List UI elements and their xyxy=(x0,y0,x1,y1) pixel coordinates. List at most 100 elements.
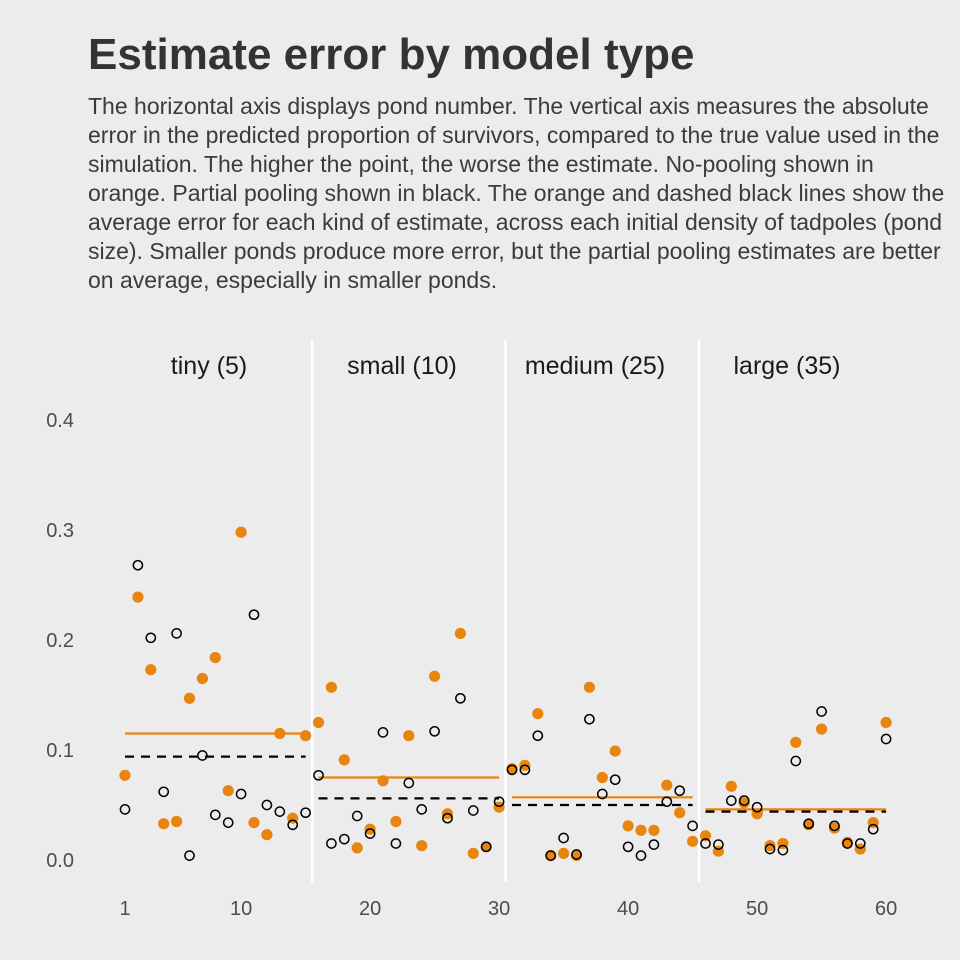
point-partial-pooling xyxy=(545,850,557,861)
point-partial-pooling xyxy=(364,828,376,839)
point-partial-pooling xyxy=(209,809,221,821)
point-no-pooling xyxy=(196,672,208,685)
point-partial-pooling xyxy=(842,838,853,849)
point-no-pooling xyxy=(880,716,892,729)
point-partial-pooling xyxy=(442,812,453,824)
point-no-pooling xyxy=(467,847,479,860)
point-partial-pooling xyxy=(390,838,402,849)
y-tick-label: 0.0 xyxy=(46,850,74,872)
point-partial-pooling xyxy=(764,843,776,855)
point-partial-pooling xyxy=(377,727,389,738)
point-partial-pooling xyxy=(687,820,698,832)
point-no-pooling xyxy=(171,815,183,828)
point-no-pooling xyxy=(325,681,337,693)
point-no-pooling xyxy=(183,692,196,704)
point-partial-pooling xyxy=(777,844,789,856)
point-partial-pooling xyxy=(416,804,428,815)
x-tick-label: 1 xyxy=(119,898,130,920)
point-partial-pooling xyxy=(261,799,273,811)
point-partial-pooling xyxy=(506,764,518,776)
point-no-pooling xyxy=(545,850,557,862)
y-tick-label: 0.3 xyxy=(46,520,74,542)
point-partial-pooling xyxy=(480,841,492,853)
point-partial-pooling xyxy=(248,609,260,621)
point-no-pooling xyxy=(532,708,544,720)
point-partial-pooling xyxy=(132,559,144,571)
point-partial-pooling xyxy=(584,713,595,725)
point-no-pooling xyxy=(351,842,363,854)
point-no-pooling xyxy=(583,681,596,693)
point-no-pooling xyxy=(674,807,686,819)
point-partial-pooling xyxy=(235,788,247,800)
point-no-pooling xyxy=(661,779,673,791)
point-no-pooling xyxy=(687,835,699,847)
point-no-pooling xyxy=(158,818,170,830)
point-partial-pooling xyxy=(184,850,195,861)
point-partial-pooling xyxy=(790,755,802,767)
point-no-pooling xyxy=(403,730,415,742)
point-partial-pooling xyxy=(700,838,711,849)
chart-subtitle: The horizontal axis displays pond number… xyxy=(88,93,945,293)
point-no-pooling xyxy=(596,771,608,784)
point-no-pooling xyxy=(248,817,260,829)
point-no-pooling xyxy=(699,830,712,842)
point-partial-pooling xyxy=(351,810,363,822)
point-partial-pooling xyxy=(326,838,337,849)
x-tick-label: 30 xyxy=(488,898,510,920)
point-no-pooling xyxy=(725,780,737,792)
point-partial-pooling xyxy=(145,632,157,644)
point-partial-pooling xyxy=(119,804,131,815)
point-partial-pooling xyxy=(403,777,415,789)
point-no-pooling xyxy=(558,847,570,860)
point-no-pooling xyxy=(828,822,841,834)
point-partial-pooling xyxy=(829,820,840,832)
point-partial-pooling xyxy=(274,806,286,817)
point-no-pooling xyxy=(390,815,402,828)
point-no-pooling xyxy=(132,591,144,603)
point-partial-pooling xyxy=(467,805,479,816)
point-partial-pooling xyxy=(816,706,827,717)
point-partial-pooling xyxy=(455,692,466,704)
point-partial-pooling xyxy=(197,750,208,761)
point-no-pooling xyxy=(609,745,621,757)
point-partial-pooling xyxy=(429,725,440,737)
point-partial-pooling xyxy=(803,818,815,830)
point-partial-pooling xyxy=(300,807,311,819)
point-no-pooling xyxy=(209,652,221,664)
x-tick-label: 50 xyxy=(746,898,768,920)
panel-label: medium (25) xyxy=(525,352,665,380)
point-partial-pooling xyxy=(738,795,750,806)
point-no-pooling xyxy=(429,670,441,682)
point-no-pooling xyxy=(338,754,350,766)
point-no-pooling xyxy=(119,769,131,781)
point-partial-pooling xyxy=(532,730,544,742)
x-tick-label: 60 xyxy=(875,898,897,920)
point-partial-pooling xyxy=(725,795,737,806)
panel-label: small (10) xyxy=(347,352,457,380)
point-no-pooling xyxy=(738,797,750,809)
point-no-pooling xyxy=(222,785,234,797)
panel-label: tiny (5) xyxy=(171,352,247,380)
point-no-pooling xyxy=(454,627,466,640)
point-partial-pooling xyxy=(674,785,686,797)
point-partial-pooling xyxy=(158,786,170,798)
point-no-pooling xyxy=(622,820,634,832)
panel-label: large (35) xyxy=(734,352,841,380)
point-no-pooling xyxy=(790,736,802,748)
point-no-pooling xyxy=(377,775,389,787)
point-partial-pooling xyxy=(635,850,647,861)
y-tick-label: 0.2 xyxy=(46,630,74,652)
point-partial-pooling xyxy=(558,832,569,844)
y-tick-label: 0.4 xyxy=(46,410,74,432)
point-partial-pooling xyxy=(287,819,299,831)
point-partial-pooling xyxy=(648,839,660,850)
point-no-pooling xyxy=(235,526,247,538)
chart-title: Estimate error by model type xyxy=(88,30,695,79)
point-partial-pooling xyxy=(661,796,673,808)
point-partial-pooling xyxy=(596,788,608,800)
point-partial-pooling xyxy=(867,823,879,835)
point-partial-pooling xyxy=(171,628,182,639)
point-partial-pooling xyxy=(854,838,866,849)
point-no-pooling xyxy=(854,843,866,855)
